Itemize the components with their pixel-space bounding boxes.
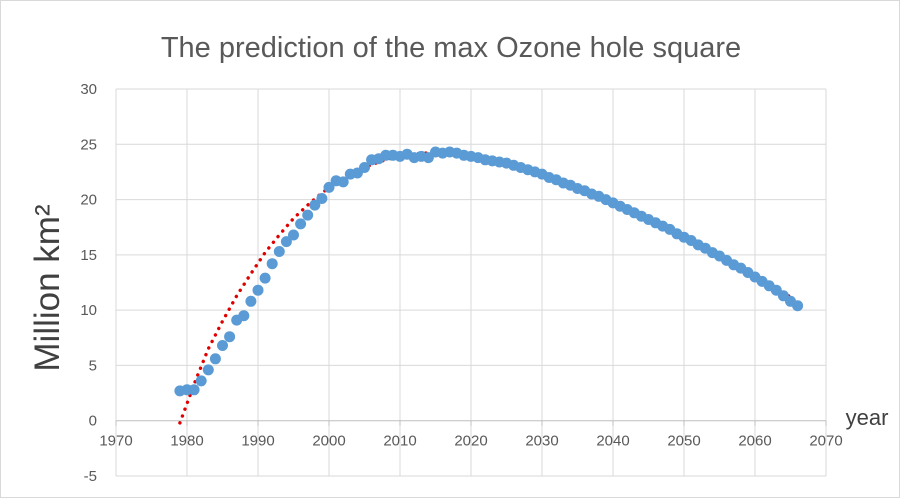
data-point — [266, 258, 278, 270]
y-tick-label: 25 — [80, 136, 97, 153]
y-tick-label: 20 — [80, 192, 97, 209]
x-tick-label: 2040 — [596, 433, 629, 450]
data-point — [337, 176, 349, 188]
data-point — [288, 229, 299, 241]
x-tick-label: 1970 — [99, 433, 132, 450]
gridlines — [115, 88, 827, 477]
data-point — [259, 272, 271, 284]
data-point — [224, 331, 236, 343]
x-tick-label: 2030 — [525, 433, 558, 450]
data-point — [202, 364, 214, 376]
data-point — [188, 384, 200, 396]
x-axis-title: year — [846, 405, 889, 430]
y-tick-label: 15 — [80, 247, 97, 264]
x-tick-label: 2070 — [809, 433, 842, 450]
data-series — [174, 146, 804, 397]
y-tick-label: -5 — [84, 468, 97, 485]
data-point — [309, 199, 321, 211]
axes: -5 0 5 10 15 20 25 30 1970 1980 1990 2000 2010 2020 20… — [80, 81, 842, 485]
y-axis-title: Million km² — [28, 204, 67, 371]
data-point — [209, 353, 221, 365]
data-point — [302, 209, 314, 221]
data-point — [245, 295, 257, 307]
trendline-path — [178, 151, 793, 425]
y-tick-label: 10 — [80, 302, 97, 319]
x-tick-label: 2050 — [667, 433, 700, 450]
data-point — [316, 193, 328, 204]
data-point — [323, 181, 335, 193]
data-point — [217, 340, 228, 351]
chart-title: The prediction of the max Ozone hole squ… — [161, 32, 741, 64]
x-tick-label: 1980 — [170, 433, 203, 450]
x-tick-label: 2000 — [312, 433, 345, 450]
y-tick-label: 5 — [89, 357, 97, 374]
trendline — [178, 151, 793, 425]
data-point — [359, 162, 370, 173]
data-point — [295, 218, 307, 230]
y-tick-label: 30 — [80, 81, 97, 98]
data-point — [252, 284, 264, 296]
x-tick-label: 2010 — [383, 433, 416, 450]
data-point — [280, 236, 292, 248]
data-point — [273, 246, 285, 257]
y-tick-label: 0 — [89, 413, 97, 430]
x-tick-label: 1990 — [241, 433, 274, 450]
data-point — [792, 300, 804, 312]
data-point — [195, 375, 207, 387]
x-tick-label: 2060 — [738, 433, 771, 450]
data-point — [238, 310, 250, 322]
x-tick-label: 2020 — [454, 433, 487, 450]
